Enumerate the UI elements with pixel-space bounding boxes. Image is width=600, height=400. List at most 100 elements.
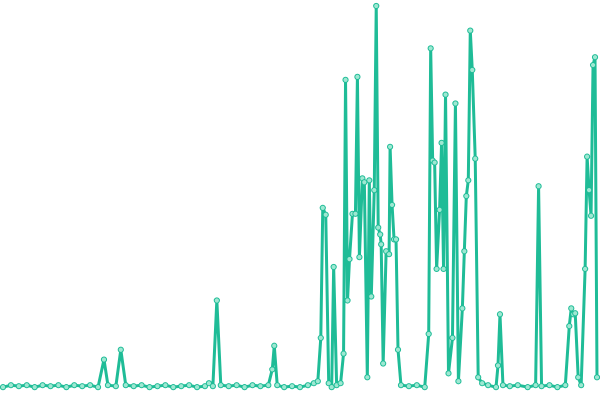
point <box>186 382 193 389</box>
point <box>469 66 476 74</box>
point <box>314 378 321 385</box>
point <box>346 256 353 263</box>
point <box>392 236 400 243</box>
point <box>178 383 185 390</box>
point <box>130 383 137 390</box>
point <box>455 378 462 385</box>
point <box>317 334 324 341</box>
point <box>342 76 349 83</box>
point <box>356 254 363 261</box>
point <box>492 384 500 391</box>
point <box>112 383 119 390</box>
point <box>0 384 7 391</box>
point <box>465 177 472 184</box>
point <box>568 305 575 312</box>
point <box>364 374 371 381</box>
point <box>433 265 440 273</box>
point <box>514 382 521 389</box>
point <box>322 211 329 218</box>
point <box>578 382 585 389</box>
point <box>546 382 553 389</box>
point <box>377 231 384 238</box>
point <box>366 177 373 184</box>
point <box>104 382 112 389</box>
point <box>269 366 276 373</box>
point <box>440 265 447 273</box>
point <box>572 310 579 317</box>
point <box>475 374 482 381</box>
point <box>485 382 492 389</box>
point <box>304 382 312 389</box>
point <box>79 383 86 390</box>
point <box>31 384 38 391</box>
point <box>373 2 380 10</box>
line <box>2 4 599 389</box>
point <box>375 224 382 231</box>
point <box>328 384 335 391</box>
point <box>472 155 479 162</box>
point <box>122 382 129 389</box>
point <box>405 383 412 390</box>
point <box>117 346 124 353</box>
point <box>413 382 420 389</box>
point <box>340 350 347 357</box>
point <box>352 210 359 217</box>
point <box>296 384 304 391</box>
point <box>138 382 145 389</box>
point <box>265 382 272 389</box>
point <box>274 382 281 389</box>
point <box>562 382 569 389</box>
point <box>461 248 468 255</box>
point <box>330 263 337 271</box>
point <box>154 383 161 390</box>
point <box>386 143 394 150</box>
point <box>170 384 177 391</box>
point <box>94 384 102 391</box>
point <box>257 383 264 390</box>
point <box>506 383 513 390</box>
point <box>217 382 224 389</box>
point <box>587 212 595 219</box>
point <box>378 241 385 248</box>
point <box>479 380 486 387</box>
point <box>213 297 220 304</box>
point <box>7 382 15 389</box>
point <box>585 187 593 194</box>
point <box>354 73 361 80</box>
point <box>233 382 240 389</box>
point <box>449 334 456 341</box>
point <box>427 45 434 52</box>
point <box>288 383 296 390</box>
point <box>421 384 428 391</box>
point <box>337 380 344 387</box>
point <box>47 383 54 390</box>
point <box>388 201 396 209</box>
point <box>55 382 62 389</box>
point <box>566 322 573 330</box>
point <box>386 251 393 258</box>
point <box>100 356 108 363</box>
point <box>532 382 539 389</box>
point <box>39 382 46 389</box>
point <box>425 330 432 338</box>
point <box>442 91 449 98</box>
point <box>361 179 368 186</box>
point <box>494 362 502 369</box>
point <box>271 342 278 349</box>
point <box>319 204 326 211</box>
point <box>146 384 153 391</box>
point <box>209 383 216 390</box>
point <box>380 360 387 367</box>
point <box>71 382 78 389</box>
point <box>193 384 201 391</box>
point <box>589 61 597 69</box>
point <box>575 374 582 381</box>
point <box>538 383 545 390</box>
point <box>397 382 405 389</box>
point <box>467 27 474 34</box>
point <box>344 297 351 304</box>
point <box>371 187 378 194</box>
point <box>431 159 438 166</box>
point <box>87 382 94 389</box>
